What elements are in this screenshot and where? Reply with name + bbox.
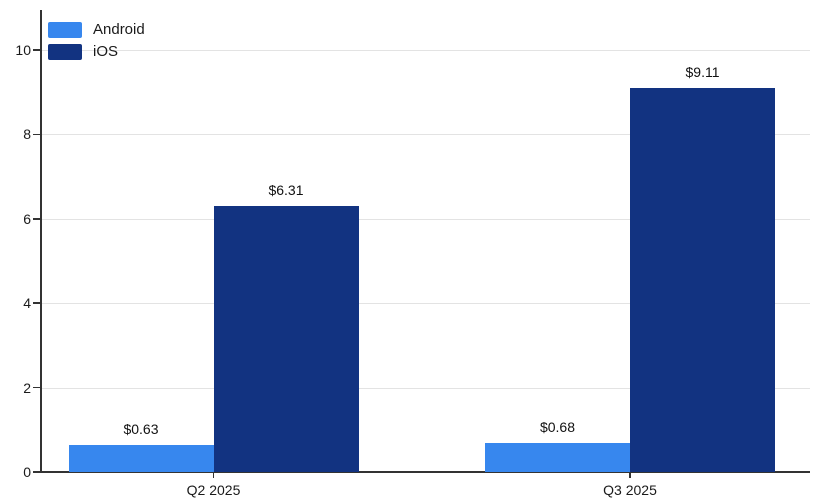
legend-item-android[interactable]: Android <box>48 21 145 38</box>
legend-label-android: Android <box>93 21 145 38</box>
bar-android-q2-2025 <box>68 445 214 472</box>
legend-label-ios: iOS <box>93 43 119 60</box>
x-axis-label-q3-2025: Q3 2025 <box>603 482 657 498</box>
legend-swatch-ios <box>48 43 82 60</box>
y-tick-4 <box>33 302 40 304</box>
y-tick-6 <box>33 218 40 220</box>
y-tick-0 <box>33 471 40 473</box>
legend-item-ios[interactable]: iOS <box>48 43 145 60</box>
bar-ios-q3-2025 <box>630 87 775 472</box>
x-axis-line <box>40 471 810 473</box>
y-tick-8 <box>33 133 40 136</box>
bar-ios-q2-2025 <box>213 205 359 472</box>
value-label-android-q3-2025: $0.68 <box>539 419 576 436</box>
value-label-ios-q2-2025: $6.31 <box>268 181 304 198</box>
y-tick-label-4: 4 <box>23 295 31 312</box>
x-tick-q2-2025 <box>212 472 215 478</box>
gridline-y-4 <box>40 303 810 305</box>
gridline-y-2 <box>40 387 810 389</box>
gridline-y-6 <box>40 218 810 220</box>
y-tick-label-8: 8 <box>23 126 31 143</box>
gridline-y-10 <box>40 50 810 51</box>
legend: Android iOS <box>48 21 145 60</box>
x-tick-q3-2025 <box>629 472 631 478</box>
y-tick-label-6: 6 <box>23 210 31 227</box>
y-tick-label-0: 0 <box>23 464 31 480</box>
x-axis-label-q2-2025: Q2 2025 <box>186 482 241 498</box>
y-tick-label-10: 10 <box>15 42 31 58</box>
value-label-android-q2-2025: $0.63 <box>123 421 159 438</box>
legend-swatch-android <box>48 21 82 38</box>
y-tick-10 <box>33 49 40 51</box>
gridline-y-8 <box>40 134 810 136</box>
y-tick-label-2: 2 <box>23 379 31 396</box>
bar-android-q3-2025 <box>485 443 630 472</box>
y-tick-2 <box>33 386 40 389</box>
value-label-ios-q3-2025: $9.11 <box>685 63 720 80</box>
y-axis-line <box>40 10 42 472</box>
